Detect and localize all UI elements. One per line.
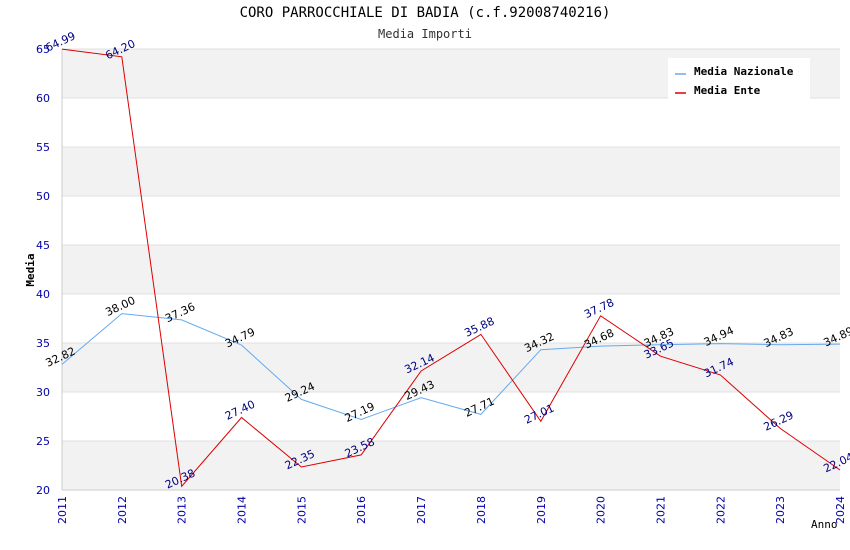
series-line-1 — [61, 313, 841, 421]
x-tick-label: 2015 — [295, 496, 308, 524]
x-tick-label: 2024 — [834, 496, 847, 524]
series-line-2 — [61, 48, 841, 488]
x-tick-label: 2018 — [475, 496, 488, 524]
data-label: 27.71 — [462, 395, 496, 420]
data-label: 37.36 — [163, 300, 197, 325]
x-tick-labels: 2011 2012 2013 2014 2015 2016 2017 2018 2019 2020… — [56, 496, 847, 524]
x-tick-label: 2020 — [595, 496, 608, 524]
x-tick-label: 2014 — [236, 496, 249, 524]
data-label: 35.88 — [462, 315, 496, 340]
legend-box — [668, 58, 810, 102]
grid-band — [62, 245, 840, 294]
data-label: 26.29 — [762, 409, 796, 434]
y-tick-label: 35 — [36, 337, 50, 350]
data-label: 27.01 — [522, 402, 556, 427]
y-tick-labels: 20 25 30 35 40 45 50 55 60 65 — [36, 43, 50, 497]
legend: Media Nazionale Media Ente — [668, 58, 810, 102]
chart-title: CORO PARROCCHIALE DI BADIA (c.f.92008740… — [239, 5, 611, 21]
y-tick-label: 30 — [36, 386, 50, 399]
x-tick-label: 2012 — [116, 496, 129, 524]
x-tick-label: 2013 — [176, 496, 189, 524]
data-label: 27.19 — [343, 400, 377, 425]
x-tick-label: 2016 — [355, 496, 368, 524]
grid-bands — [62, 49, 840, 490]
grid-band — [62, 441, 840, 490]
x-tick-label: 2023 — [774, 496, 787, 524]
y-tick-label: 55 — [36, 141, 50, 154]
x-axis-label: Anno — [811, 518, 838, 531]
chart-subtitle: Media Importi — [378, 27, 472, 41]
y-tick-label: 45 — [36, 239, 50, 252]
y-tick-label: 20 — [36, 484, 50, 497]
series-lines — [61, 48, 841, 488]
legend-entry: Media Ente — [694, 84, 761, 97]
x-tick-label: 2021 — [654, 496, 667, 524]
x-tick-label: 2022 — [714, 496, 727, 524]
y-tick-label: 25 — [36, 435, 50, 448]
axes — [61, 49, 840, 491]
data-label: 37.78 — [582, 296, 616, 321]
y-axis-label: Media — [24, 253, 37, 286]
x-tick-label: 2019 — [535, 496, 548, 524]
y-tick-label: 65 — [36, 43, 50, 56]
y-tick-label: 40 — [36, 288, 50, 301]
grid-band — [62, 343, 840, 392]
y-tick-label: 50 — [36, 190, 50, 203]
legend-entry: Media Nazionale — [694, 65, 794, 78]
y-tick-label: 60 — [36, 92, 50, 105]
x-tick-label: 2017 — [415, 496, 428, 524]
grid-band — [62, 147, 840, 196]
x-tick-label: 2011 — [56, 496, 69, 524]
